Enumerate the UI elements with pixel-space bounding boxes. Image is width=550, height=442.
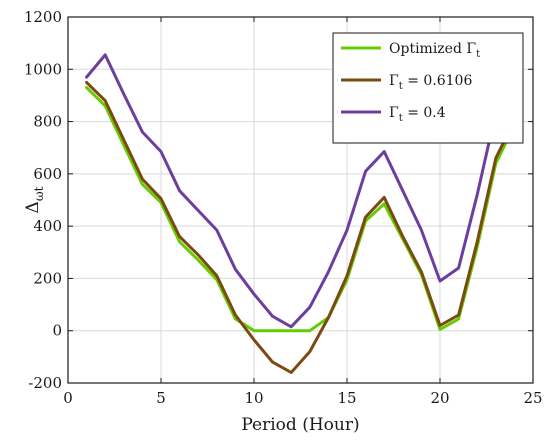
x-tick-labels: 0 5 10 15 20 25 [63, 389, 542, 407]
series-line-1 [85, 86, 516, 333]
x-tick-label: 15 [337, 389, 356, 407]
x-tick-label: 25 [523, 389, 542, 407]
x-tick-label: 0 [63, 389, 73, 407]
x-tick-label: 20 [430, 389, 449, 407]
x-tick-label: 10 [244, 389, 263, 407]
legend-label-sub: t [476, 49, 480, 60]
legend-label: Γt = 0.6106 [389, 73, 472, 92]
x-axis-label: Period (Hour) [241, 415, 359, 435]
y-axis-label: Δωt [23, 186, 46, 213]
y-axis-label-sub: ωt [32, 186, 46, 201]
legend-label: Optimized Γt [389, 41, 480, 60]
y-tick-label: 800 [33, 113, 62, 131]
y-axis-label-main: Δ [23, 201, 43, 213]
legend-label-sub: t [399, 81, 403, 92]
series-line-2 [85, 80, 516, 374]
series-line-3 [85, 53, 516, 329]
legend-label-sub: t [399, 113, 403, 124]
legend-label-main: Γ [389, 105, 399, 121]
legend-label-suffix: = 0.6106 [403, 73, 473, 89]
y-tick-label: 1000 [24, 60, 62, 78]
legend-label-suffix: = 0.4 [403, 105, 446, 121]
y-tick-labels: -200 0 200 400 600 800 1000 1200 [24, 8, 62, 392]
plot-frame [67, 16, 534, 384]
x-tick-label: 5 [156, 389, 166, 407]
y-tick-label: -200 [28, 374, 62, 392]
y-tick-label: 600 [33, 165, 62, 183]
y-tick-label: 1200 [24, 8, 62, 26]
legend-box [332, 32, 524, 144]
legend-label: Γt = 0.4 [389, 105, 446, 124]
tick-marks [67, 16, 534, 384]
series-lines [85, 53, 516, 374]
legend-label-main: Optimized Γ [389, 41, 476, 57]
legend-label-main: Γ [389, 73, 399, 89]
y-tick-label: 0 [52, 322, 62, 340]
y-tick-label: 200 [33, 269, 62, 287]
y-tick-label: 400 [33, 217, 62, 235]
